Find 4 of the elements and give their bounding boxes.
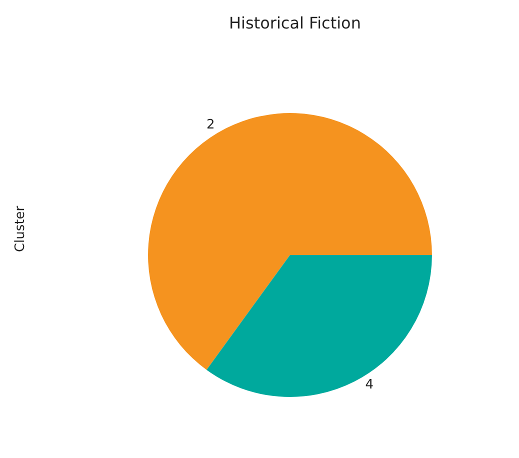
slice-label: 4 xyxy=(365,378,374,393)
chart-title: Historical Fiction xyxy=(229,14,361,32)
text: Cluster xyxy=(13,205,28,252)
slice-label: 2 xyxy=(206,117,215,132)
